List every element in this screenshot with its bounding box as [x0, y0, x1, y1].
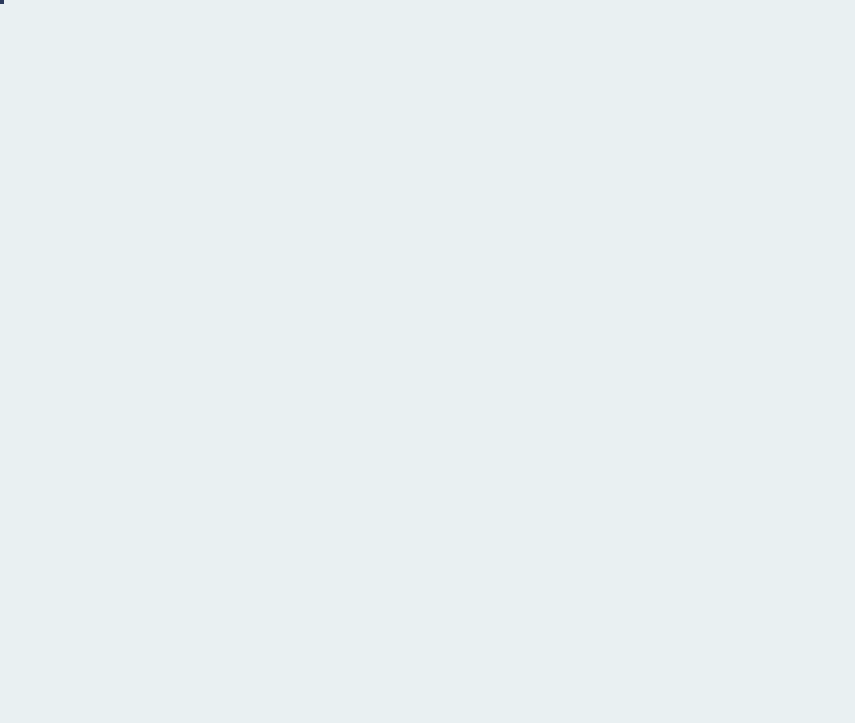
timing-diagram — [0, 0, 855, 723]
